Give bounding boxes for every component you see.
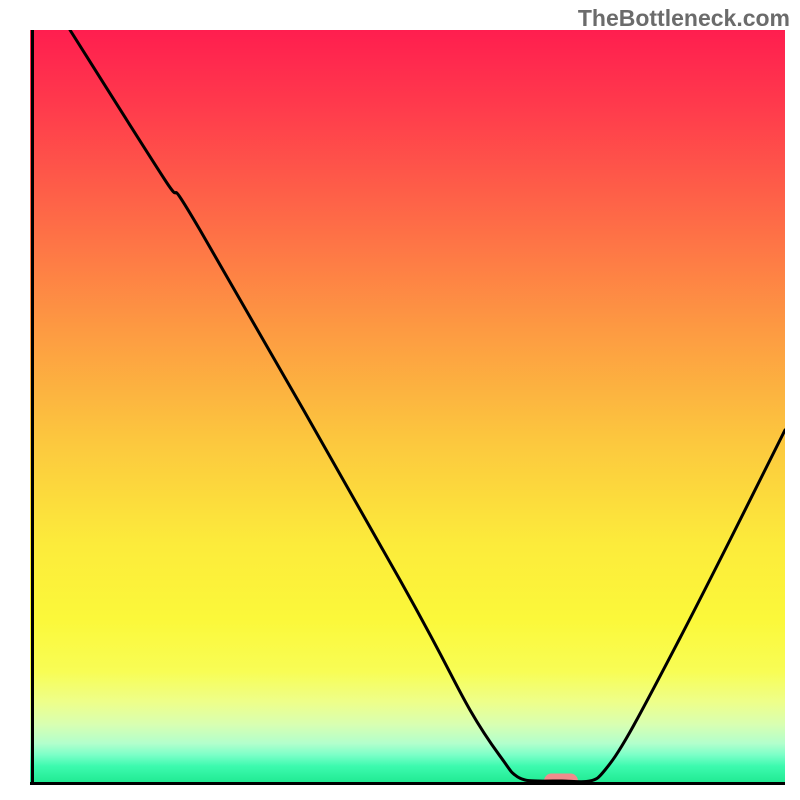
y-axis	[31, 30, 34, 785]
curve-layer	[30, 30, 785, 785]
watermark-text: TheBottleneck.com	[578, 5, 790, 32]
x-axis	[30, 782, 785, 785]
bottleneck-chart: TheBottleneck.com	[0, 0, 800, 800]
plot-area	[30, 30, 785, 785]
bottleneck-curve	[70, 30, 785, 782]
